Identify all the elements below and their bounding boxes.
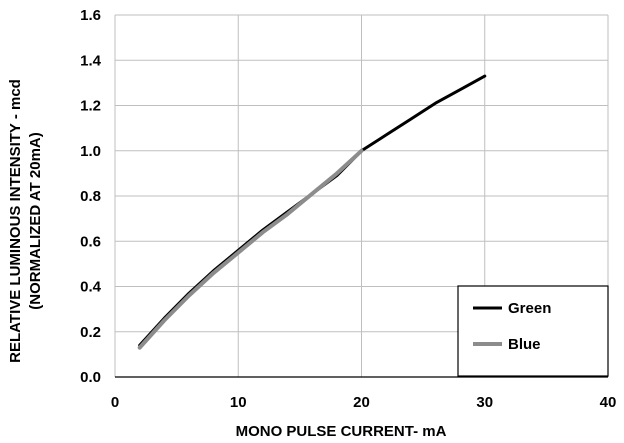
y-axis-title-group: RELATIVE LUMINOUS INTENSITY - mcd (NORMA…: [7, 79, 44, 363]
legend: Green Blue: [457, 285, 609, 377]
legend-label-blue: Blue: [508, 336, 541, 353]
y-tick-label: 1.4: [80, 52, 102, 69]
series-line-blue: [137, 148, 364, 350]
x-tick-label: 20: [353, 394, 370, 411]
x-tick-label: 30: [476, 394, 493, 411]
series-layer: [137, 74, 487, 350]
y-tick-label: 1.6: [80, 7, 101, 24]
y-tick-label: 0.2: [80, 324, 101, 341]
y-axis-title-line-2: (NORMALIZED AT 20mA): [27, 132, 44, 310]
y-tick-label: 0.0: [80, 369, 101, 386]
y-tick-label: 1.0: [80, 143, 101, 160]
y-tick-label: 0.8: [80, 188, 101, 205]
y-axis-title-line-1: RELATIVE LUMINOUS INTENSITY - mcd: [7, 79, 24, 363]
axis-layer: 0 10 20 30 40 0.0 0.2 0.4 0.6 0.8 1.0 1.2 1.4 1.6: [80, 7, 616, 411]
y-tick-label: 0.4: [80, 279, 102, 296]
y-tick-label: 0.6: [80, 233, 101, 250]
y-tick-label: 1.2: [80, 98, 101, 115]
x-tick-label: 40: [600, 394, 617, 411]
x-tick-label: 0: [111, 394, 119, 411]
legend-label-green: Green: [508, 300, 551, 317]
legend-box: [457, 285, 609, 377]
x-axis-title: MONO PULSE CURRENT- mA: [236, 423, 447, 440]
x-tick-label: 10: [230, 394, 247, 411]
